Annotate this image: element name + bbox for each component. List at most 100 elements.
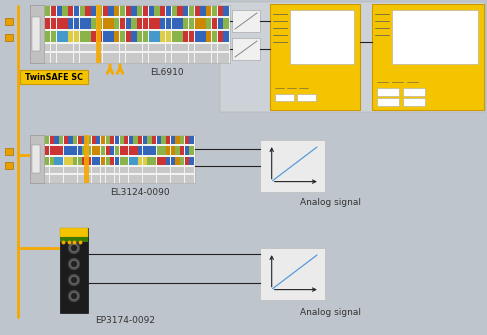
Bar [157, 135, 161, 144]
Bar [200, 18, 206, 29]
Bar [106, 157, 110, 165]
Bar [260, 248, 325, 300]
Bar [91, 31, 96, 42]
Bar [166, 53, 171, 63]
Bar [73, 135, 77, 144]
Bar [133, 146, 138, 155]
Bar [290, 10, 354, 64]
Circle shape [72, 262, 76, 267]
Bar [126, 31, 131, 42]
Bar [68, 53, 74, 63]
Bar [183, 18, 188, 29]
Bar [212, 18, 217, 29]
Bar [161, 175, 166, 183]
Bar [108, 44, 113, 52]
Bar [5, 148, 13, 155]
Bar [45, 146, 49, 155]
Bar [189, 18, 194, 29]
Bar [59, 146, 63, 155]
Bar [185, 167, 189, 174]
Bar [102, 18, 108, 29]
Bar [218, 18, 223, 29]
Text: Analog signal: Analog signal [300, 308, 360, 317]
Bar [62, 5, 68, 16]
Bar [154, 31, 160, 42]
Bar [206, 31, 211, 42]
Bar [64, 135, 68, 144]
Bar [102, 53, 108, 63]
Circle shape [69, 290, 79, 302]
Bar [110, 175, 114, 183]
Bar [73, 175, 77, 183]
Bar [180, 157, 184, 165]
Bar [126, 5, 131, 16]
Bar [137, 53, 142, 63]
Bar [161, 135, 166, 144]
Bar [74, 44, 79, 52]
Bar [206, 53, 211, 63]
Bar [166, 157, 170, 165]
Bar [87, 146, 91, 155]
Bar [133, 135, 138, 144]
Bar [119, 146, 124, 155]
Bar [129, 175, 133, 183]
Bar [189, 167, 194, 174]
Bar [403, 88, 425, 96]
Bar [68, 157, 73, 165]
Bar [377, 98, 399, 106]
Bar [115, 135, 119, 144]
Bar [160, 18, 166, 29]
Bar [133, 157, 138, 165]
Circle shape [72, 246, 76, 251]
Bar [64, 157, 68, 165]
Bar [194, 44, 200, 52]
Bar [79, 44, 85, 52]
Bar [50, 167, 54, 174]
Bar [223, 31, 228, 42]
Bar [220, 2, 485, 112]
Bar [171, 44, 177, 52]
Bar [189, 53, 194, 63]
Bar [206, 44, 211, 52]
Bar [59, 175, 63, 183]
Bar [166, 31, 171, 42]
Bar [148, 175, 151, 183]
Bar [119, 175, 124, 183]
Bar [51, 18, 56, 29]
Bar [180, 167, 184, 174]
Bar [82, 167, 87, 174]
Bar [124, 167, 129, 174]
Bar [183, 31, 188, 42]
Bar [218, 53, 223, 63]
Bar [270, 4, 360, 110]
Bar [223, 5, 228, 16]
Bar [110, 167, 114, 174]
Bar [148, 157, 151, 165]
Bar [5, 162, 13, 169]
Bar [85, 44, 91, 52]
Bar [45, 18, 50, 29]
Bar [377, 88, 399, 96]
Bar [160, 53, 166, 63]
Circle shape [72, 293, 76, 298]
Text: Analog signal: Analog signal [300, 198, 360, 207]
Bar [232, 38, 260, 60]
Bar [62, 44, 68, 52]
Bar [84, 135, 90, 183]
Bar [131, 5, 136, 16]
Bar [79, 31, 85, 42]
Bar [275, 94, 294, 101]
Bar [126, 18, 131, 29]
Bar [68, 167, 73, 174]
Bar [55, 175, 58, 183]
Bar [96, 157, 100, 165]
Bar [160, 5, 166, 16]
Bar [175, 135, 180, 144]
Circle shape [70, 292, 78, 300]
Bar [129, 146, 133, 155]
Bar [177, 18, 183, 29]
Bar [143, 135, 147, 144]
Circle shape [69, 274, 79, 285]
Bar [185, 146, 189, 155]
Bar [148, 146, 151, 155]
